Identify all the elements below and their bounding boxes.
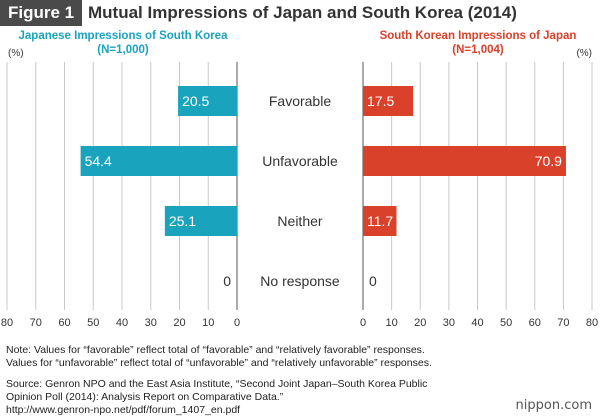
right-tick-label: 50 xyxy=(500,317,512,329)
source-line-2: Opinion Poll (2014): Analysis Report on … xyxy=(6,391,284,403)
left-tick-label: 50 xyxy=(87,317,99,329)
right-bar-value-label: 70.9 xyxy=(535,153,562,169)
right-tick-label: 20 xyxy=(414,317,426,329)
right-bar-value-label: 17.5 xyxy=(367,93,394,109)
left-tick-label: 20 xyxy=(173,317,185,329)
right-tick-label: 80 xyxy=(586,317,598,329)
figure-title: Mutual Impressions of Japan and South Ko… xyxy=(88,3,517,22)
left-tick-label: 60 xyxy=(58,317,70,329)
brand-logo: nippon.com xyxy=(515,398,592,413)
left-tick-label: 30 xyxy=(145,317,157,329)
right-bar xyxy=(363,146,566,176)
right-tick-label: 0 xyxy=(360,317,366,329)
left-tick-label: 10 xyxy=(202,317,214,329)
right-tick-label: 10 xyxy=(386,317,398,329)
category-label: No response xyxy=(260,273,340,289)
left-bar-value-label: 20.5 xyxy=(182,93,209,109)
right-series-name: South Korean Impressions of Japan xyxy=(379,30,577,42)
right-bar xyxy=(363,86,414,116)
left-unit-label: (%) xyxy=(8,48,24,59)
figure-header: Figure 1 Mutual Impressions of Japan and… xyxy=(0,0,600,26)
left-panel-title: Japanese Impressions of South Korea (N=1… xyxy=(5,29,241,57)
right-panel-title: South Korean Impressions of Japan (N=1,0… xyxy=(361,29,595,57)
note-line-2: Values for “unfavorable” reflect total o… xyxy=(6,357,432,369)
right-tick-label: 30 xyxy=(443,317,455,329)
left-tick-label: 70 xyxy=(30,317,42,329)
left-tick-label: 80 xyxy=(1,317,13,329)
source-line-1: Source: Genron NPO and the East Asia Ins… xyxy=(6,378,428,390)
right-tick-label: 70 xyxy=(557,317,569,329)
note-line-1: Note: Values for “favorable” reflect tot… xyxy=(6,344,425,356)
left-bar xyxy=(178,86,237,116)
left-tick-label: 0 xyxy=(234,317,240,329)
left-tick-label: 40 xyxy=(116,317,128,329)
right-tick-label: 40 xyxy=(471,317,483,329)
left-bar-value-label: 54.4 xyxy=(85,153,112,169)
right-bar-value-label: 0 xyxy=(369,273,377,289)
right-bar xyxy=(363,206,397,236)
left-bar-value-label: 0 xyxy=(223,273,231,289)
right-tick-label: 60 xyxy=(529,317,541,329)
right-bar-value-label: 11.7 xyxy=(367,213,393,229)
right-series-sample: (N=1,004) xyxy=(452,44,504,56)
right-unit-label: (%) xyxy=(576,48,592,59)
figure-label: Figure 1 xyxy=(0,0,83,26)
category-label: Favorable xyxy=(269,93,331,109)
left-series-name: Japanese Impressions of South Korea xyxy=(18,30,228,42)
left-bar xyxy=(80,146,237,176)
source-line-3: http://www.genron-npo.net/pdf/forum_1407… xyxy=(6,404,241,416)
left-bar-value-label: 25.1 xyxy=(169,213,196,229)
left-series-sample: (N=1,000) xyxy=(97,44,149,56)
category-label: Neither xyxy=(277,213,322,229)
left-bar xyxy=(164,206,237,236)
category-label: Unfavorable xyxy=(262,153,338,169)
butterfly-bar-chart: 80 70 60 50 40 30 20 10 0 0 10 20 30 40 50 60 70 80 (%) (%)… xyxy=(1,48,598,329)
